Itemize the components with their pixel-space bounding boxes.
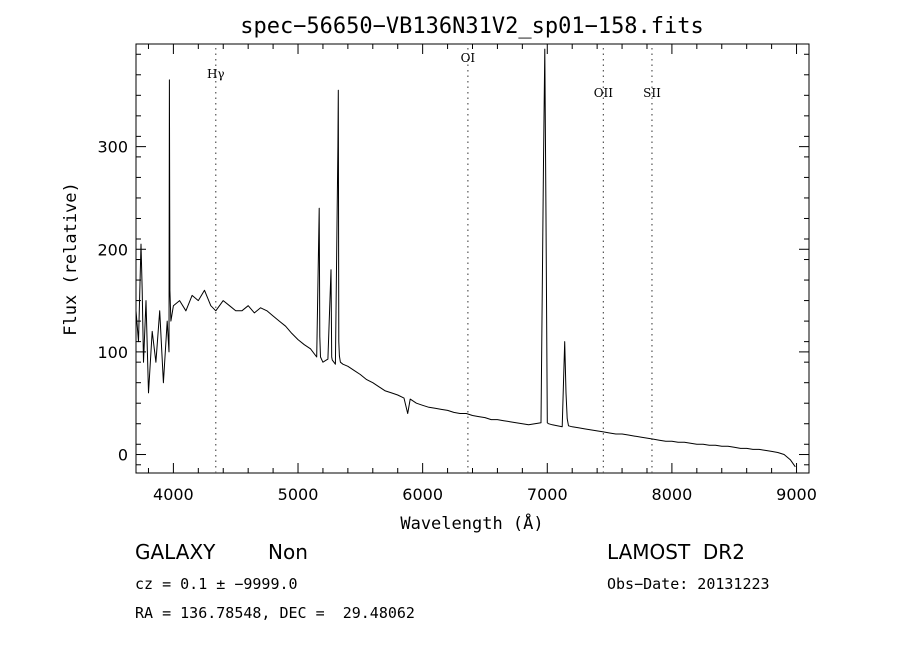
y-tick-label: 100: [97, 343, 128, 362]
x-tick-label: 4000: [153, 485, 194, 504]
x-tick-label: 7000: [527, 485, 568, 504]
x-axis: 4000 5000 6000 7000 8000 9000: [147, 44, 817, 504]
y-tick-label: 200: [97, 240, 128, 259]
line-marker-label: SII: [643, 86, 661, 100]
spectrum-line: [135, 48, 796, 468]
observation-date: Obs−Date: 20131223: [607, 575, 770, 593]
x-tick-label: 9000: [776, 485, 817, 504]
x-tick-label: 8000: [652, 485, 693, 504]
spectrum-series: [135, 48, 796, 468]
y-axis-label: Flux (relative): [61, 182, 81, 336]
x-axis-label: Wavelength (Å): [400, 512, 543, 534]
y-axis: 0 100 200 300: [97, 53, 809, 466]
object-subclass: Non: [268, 540, 308, 564]
line-marker-label: OII: [594, 86, 614, 100]
plot-frame: [135, 43, 810, 474]
line-marker-label: OI: [461, 51, 476, 65]
line-markers: Hγ OI OII SII: [207, 48, 661, 473]
x-tick-label: 6000: [402, 485, 443, 504]
chart-title: spec−56650−VB136N31V2_sp01−158.fits: [240, 14, 704, 39]
x-tick-label: 5000: [278, 485, 319, 504]
object-class: GALAXY: [135, 540, 216, 564]
y-tick-label: 300: [97, 138, 128, 157]
line-marker-label: Hγ: [207, 67, 225, 81]
coordinates: RA = 136.78548, DEC = 29.48062: [135, 604, 415, 622]
y-tick-label: 0: [118, 446, 128, 465]
survey-label: LAMOST DR2: [607, 540, 745, 564]
redshift-value: cz = 0.1 ± −9999.0: [135, 575, 298, 593]
